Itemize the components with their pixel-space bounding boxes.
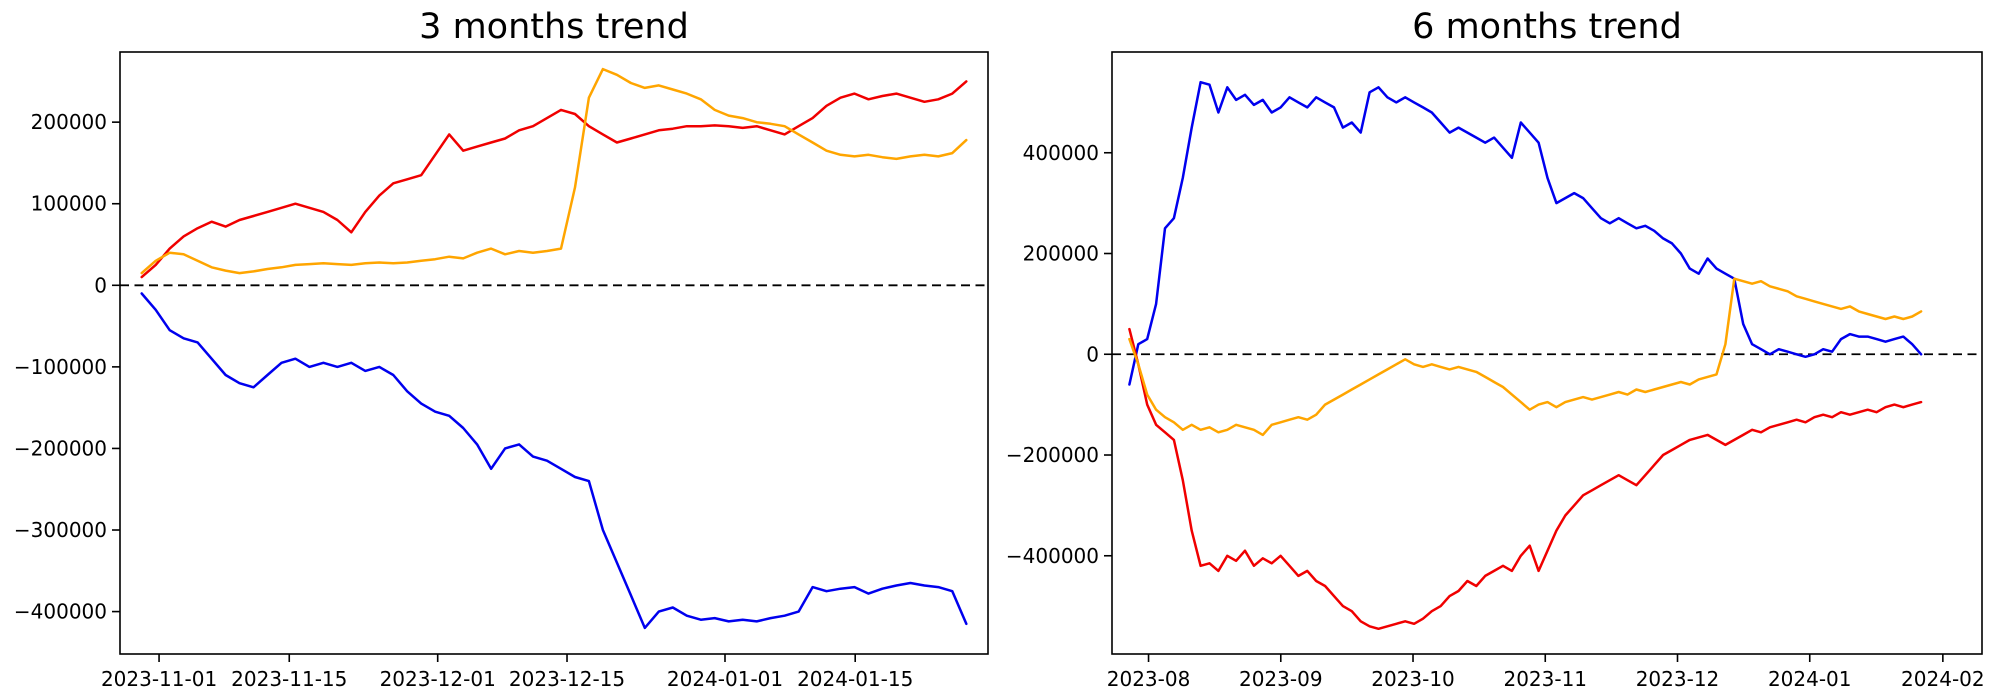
y-tick-label: 0: [94, 273, 107, 297]
y-tick-label: −400000: [1006, 544, 1099, 568]
x-tick-label: 2023-08: [1107, 667, 1191, 691]
y-tick-label: 200000: [31, 110, 107, 134]
x-tick-label: 2023-11: [1503, 667, 1587, 691]
y-tick-label: −200000: [1006, 443, 1099, 467]
blue-series-line: [1128, 80, 1923, 386]
x-tick-label: 2023-11-01: [101, 667, 217, 691]
three-months-chart-title: 3 months trend: [419, 7, 689, 47]
axes-frame: [1111, 51, 1983, 655]
three-months-trend-chart: 200000 100000 0 −100000 −200000 −300000 −40000…: [14, 7, 989, 691]
y-tick-label: −300000: [14, 518, 107, 542]
orange-series-line: [1128, 277, 1923, 437]
x-tick-label: 2023-12-15: [509, 667, 625, 691]
y-tick-label: 0: [1086, 342, 1099, 366]
y-tick-label: 400000: [1023, 141, 1099, 165]
y-tick-label: −100000: [14, 355, 107, 379]
x-tick-label: 2024-01-15: [797, 667, 913, 691]
y-tick-label: −200000: [14, 436, 107, 460]
x-tick-label: 2024-01-01: [667, 667, 783, 691]
blue-series-line: [140, 292, 968, 630]
red-series-line: [1128, 327, 1923, 631]
six-months-plot-area: 400000 200000 0 −200000 −400000 2023-08 2023-0…: [1006, 51, 1985, 691]
six-months-trend-chart: 400000 200000 0 −200000 −400000 2023-08 2023-0…: [1006, 7, 1985, 691]
x-tick-label: 2023-10: [1371, 667, 1455, 691]
x-tick-label: 2023-11-15: [231, 667, 347, 691]
axes-frame: [119, 51, 989, 655]
x-tick-label: 2024-02: [1901, 667, 1985, 691]
x-tick-label: 2023-12: [1636, 667, 1720, 691]
x-tick-label: 2024-01: [1768, 667, 1852, 691]
red-series-line: [140, 80, 968, 279]
six-months-chart-title: 6 months trend: [1412, 7, 1682, 47]
y-tick-label: −400000: [14, 600, 107, 624]
y-tick-label: 100000: [31, 192, 107, 216]
orange-series-line: [140, 67, 968, 275]
x-tick-label: 2023-12-01: [380, 667, 496, 691]
three-months-plot-area: 200000 100000 0 −100000 −200000 −300000 −40000…: [14, 51, 989, 691]
y-tick-label: 200000: [1023, 242, 1099, 266]
x-tick-label: 2023-09: [1239, 667, 1323, 691]
